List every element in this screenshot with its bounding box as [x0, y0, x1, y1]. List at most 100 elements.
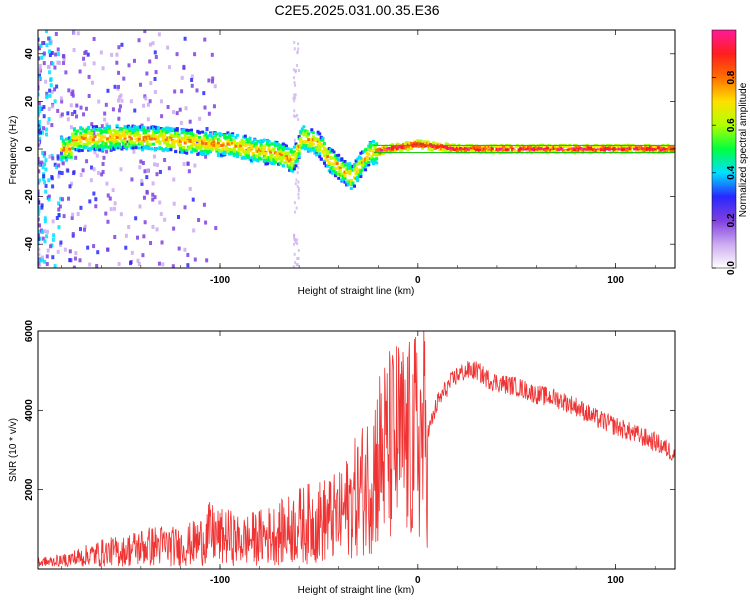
heatmap-cell: [83, 227, 87, 232]
heatmap-cell: [338, 168, 342, 172]
heatmap-cell: [85, 138, 89, 142]
heatmap-cell: [38, 223, 42, 228]
heatmap-cell: [497, 144, 501, 148]
heatmap-cell: [109, 132, 113, 136]
heatmap-cell: [351, 164, 355, 168]
heatmap-cell: [218, 139, 222, 143]
heatmap-cell: [130, 177, 134, 182]
heatmap-cell: [299, 146, 303, 150]
heatmap-cell: [300, 127, 304, 131]
heatmap-cell: [180, 147, 184, 151]
heatmap-cell: [667, 150, 671, 154]
heatmap-cell: [40, 203, 44, 208]
heatmap-cell: [471, 150, 475, 154]
heatmap-cell: [204, 154, 208, 159]
heatmap-cell: [329, 150, 333, 154]
heatmap-cell: [88, 199, 92, 204]
heatmap-cell: [387, 146, 391, 150]
heatmap-cell: [79, 140, 83, 144]
heatmap-cell: [318, 132, 322, 136]
heatmap-cell: [186, 139, 190, 143]
heatmap-cell: [92, 191, 96, 196]
heatmap-cell: [296, 155, 300, 159]
heatmap-cell: [289, 161, 293, 165]
snr-y-tick-label: 6000: [24, 319, 35, 342]
heatmap-cell: [42, 51, 46, 56]
heatmap-cell: [102, 145, 106, 149]
heatmap-cell: [38, 108, 42, 113]
heatmap-cell: [250, 156, 254, 160]
heatmap-cell: [329, 155, 333, 159]
heatmap-cell: [639, 149, 643, 153]
heatmap-cell: [272, 162, 276, 166]
heatmap-cell: [64, 70, 68, 75]
heatmap-cell: [72, 265, 76, 268]
heatmap-cell: [311, 142, 315, 146]
heatmap-cell: [63, 247, 67, 252]
heatmap-cell: [48, 93, 52, 98]
heatmap-cell: [264, 159, 268, 163]
heatmap-cell: [163, 157, 167, 162]
heatmap-cell: [221, 147, 225, 151]
heatmap-cell: [106, 219, 110, 224]
heatmap-cell: [648, 148, 652, 152]
heatmap-cell: [297, 145, 301, 149]
heatmap-cell: [50, 51, 54, 56]
heatmap-cell: [554, 150, 558, 154]
heatmap-cell: [246, 154, 250, 158]
heatmap-cell: [47, 49, 51, 54]
heatmap-cell: [660, 146, 664, 150]
heatmap-cell: [38, 73, 42, 78]
heatmap-cell: [83, 136, 87, 140]
heatmap-cell: [42, 172, 46, 177]
heatmap-cell: [190, 128, 194, 132]
heatmap-cell: [648, 146, 652, 150]
heatmap-cell: [53, 87, 57, 92]
heatmap-cell: [142, 127, 146, 131]
heatmap-cell: [311, 148, 315, 152]
heatmap-cell: [87, 147, 91, 151]
heatmap-cell: [296, 158, 300, 162]
heatmap-cell: [307, 132, 311, 136]
heatmap-cell: [297, 152, 301, 156]
heatmap-cell: [327, 150, 331, 154]
heatmap-cell: [357, 168, 361, 172]
heatmap-cell: [51, 237, 55, 242]
heatmap-cell: [634, 145, 638, 149]
heatmap-cell: [101, 130, 105, 134]
heatmap-cell: [293, 47, 296, 51]
heatmap-cell: [251, 140, 255, 144]
heatmap-cell: [227, 152, 231, 156]
heatmap-cell: [270, 142, 274, 146]
heatmap-cell: [628, 150, 632, 154]
heatmap-cell: [158, 169, 162, 174]
heatmap-cell: [294, 96, 297, 100]
heatmap-cell: [386, 148, 390, 152]
heatmap-cell: [384, 144, 388, 148]
heatmap-cell: [284, 160, 288, 164]
heatmap-cell: [397, 145, 401, 149]
heatmap-cell: [470, 149, 474, 153]
heatmap-cell: [207, 146, 211, 150]
heatmap-cell: [83, 224, 87, 229]
heatmap-cell: [636, 147, 640, 151]
heatmap-cell: [574, 148, 578, 152]
heatmap-cell: [372, 157, 376, 161]
heatmap-cell: [197, 151, 201, 155]
heatmap-cell: [550, 150, 554, 154]
heatmap-cell: [128, 133, 132, 137]
heatmap-cell: [253, 144, 257, 148]
heatmap-cell: [204, 131, 208, 135]
heatmap-cell: [56, 60, 60, 65]
heatmap-cell: [120, 134, 124, 138]
heatmap-cell: [96, 140, 100, 144]
heatmap-cell: [43, 219, 47, 224]
heatmap-cell: [41, 150, 45, 155]
heatmap-cell: [300, 139, 304, 143]
heatmap-cell: [166, 148, 170, 152]
heatmap-cell: [427, 147, 431, 151]
heatmap-cell: [115, 140, 119, 144]
heatmap-cell: [94, 204, 98, 209]
heatmap-cell: [465, 147, 469, 151]
heatmap-cell: [346, 162, 350, 166]
